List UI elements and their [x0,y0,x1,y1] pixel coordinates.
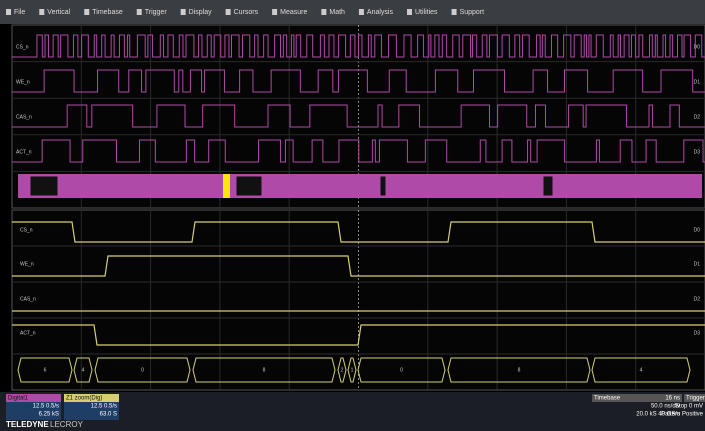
menu-icon [84,9,90,15]
info-header [592,394,682,402]
menu-icon [6,9,11,15]
bus-segment [17,357,73,383]
overview-trace [12,34,705,58]
bus-value: 8 [263,367,266,373]
bus-segment [337,357,347,383]
zoom-trace [12,221,705,243]
menu-icon [180,9,186,15]
bus-value: 4 [82,367,85,373]
bus-segment [94,357,191,383]
bus-value: 1 [351,367,354,373]
menu-item[interactable]: Math [329,9,345,16]
bus-segment [347,357,357,383]
channel-label: D3 [694,330,701,336]
menu-item[interactable]: Support [460,9,485,16]
info-row: 6.25 kS [39,412,59,418]
bus-gap [542,175,554,197]
info-body [6,402,61,420]
overview-trace [12,69,705,93]
bus-gap [379,175,387,197]
overview-trace [12,139,705,163]
zoom-marker [223,174,230,198]
menu-item[interactable]: File [14,9,25,16]
overview-trace [12,104,705,128]
menu-item[interactable]: Vertical [47,9,70,16]
signal-label: CAS_n [20,296,36,302]
menu-item[interactable]: Measure [280,9,307,16]
channel-label: D2 [694,114,701,120]
bus-segment [192,357,336,383]
info-row: Stop 0 mV [675,404,703,410]
menu-item[interactable]: Utilities [415,9,438,16]
brand-sub: LECROY [50,420,84,429]
menu-icon [321,9,327,15]
info-title: Trigger [686,396,705,402]
menu-item[interactable]: Display [189,9,212,16]
menu-icon [272,9,278,15]
bus-gap [29,175,59,197]
info-title: Z1 zoom(Dig) [66,396,102,402]
menu-icon [358,9,364,15]
channel-label: D0 [694,227,701,233]
channel-label: D1 [694,261,701,267]
channel-label: D0 [694,44,701,50]
signal-label: WE_n [16,79,30,85]
channel-label: D2 [694,296,701,302]
menu-item[interactable]: Timebase [92,9,123,16]
menu-item[interactable]: Analysis [367,9,394,16]
menu-icon [451,9,457,15]
bus-gap [235,175,263,197]
menu-icon [225,9,231,15]
info-row: 12.5 0.5/s [91,404,117,410]
menu-icon [136,9,142,15]
menu-item[interactable]: Cursors [234,9,259,16]
menu-bar [0,0,705,24]
info-row: 12.5 0.5/s [33,404,59,410]
info-title: Digital1 [8,396,29,402]
bus-value: 4 [640,367,643,373]
bus-segment [357,357,446,383]
bus-segment [591,357,691,383]
channel-label: D3 [694,149,701,155]
zoom-trace [12,255,705,277]
brand: TELEDYNE [6,420,49,429]
info-header [6,394,61,402]
bus-segment [73,357,93,383]
signal-label: ACT_n [16,149,32,155]
zoom-trace [12,324,705,346]
info-row: 63.0 S [100,412,117,418]
bus-value: 2 [341,367,344,373]
info-row: 20.0 kS 40 GS/s [636,412,680,418]
menu-icon [39,9,45,15]
bus-segment [447,357,591,383]
info-value: 16 ns [665,396,680,402]
content: File Vertical Timebase Trigger Display Cursor… [6,9,705,429]
info-row: Pattern Positive [661,412,704,418]
bus-value: 8 [518,367,521,373]
info-header [64,394,119,402]
menu-icon [407,9,412,15]
signal-label: ACT_n [20,330,36,336]
signal-label: WE_n [20,261,34,267]
info-header [684,394,705,402]
channel-label: D1 [694,79,701,85]
info-row: 50.0 ns/div [651,404,680,410]
overview-bus [18,174,702,198]
bus-value: 6 [44,367,47,373]
info-body [64,402,119,420]
signal-label: CS_n [20,227,33,233]
info-title: Timebase [594,396,621,402]
menu-item[interactable]: Trigger [145,9,168,16]
signal-label: CAS_n [16,114,32,120]
signal-label: CS_n [16,44,29,50]
bus-value: 0 [400,367,403,373]
bus-value: 0 [141,367,144,373]
